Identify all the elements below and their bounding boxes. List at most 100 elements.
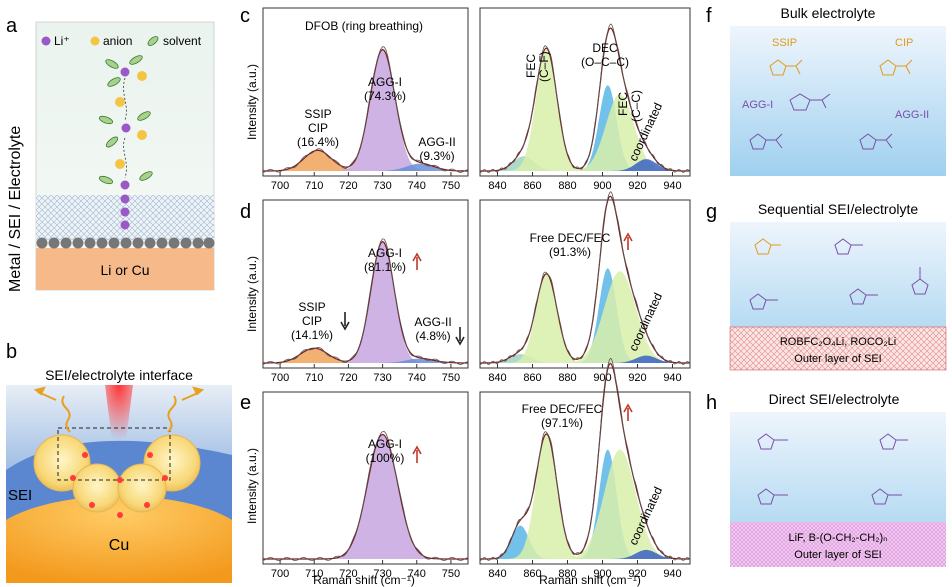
panel-letter-a: a — [6, 15, 18, 37]
fitted-peak — [480, 434, 690, 559]
x-tick-label: 710 — [305, 180, 323, 192]
panel-letter-g: g — [706, 201, 717, 223]
substrate-block — [36, 248, 214, 290]
measured-spectrum — [262, 431, 469, 561]
laser-beam — [105, 385, 133, 440]
h-sei-hatch — [730, 522, 946, 567]
ylabel-d: Intensity (a.u.) — [245, 256, 259, 332]
d-ssip-pct: (14.1%) — [291, 328, 333, 342]
interface-glow-points — [70, 452, 168, 518]
x-tick-label: 710 — [305, 568, 323, 580]
panel-h: h Direct SEI/electrolyte LiF, B-(O-CH₂-C… — [706, 391, 946, 567]
d-aggI-pct: (81.1%) — [364, 260, 406, 274]
fitted-peak — [480, 449, 690, 559]
panel-b: b SEI/electrolyte interface SEI Cu — [6, 341, 232, 583]
f-cip: CIP — [895, 37, 913, 49]
x-tick-label: 750 — [442, 180, 460, 192]
spectrum-d-right: 840 860 880 900 920 940 — [479, 191, 691, 384]
measured-spectrum — [479, 191, 691, 365]
scatter-arrows — [33, 386, 205, 433]
fitted-peak — [480, 355, 690, 363]
c-aggI: AGG-I — [368, 75, 402, 89]
panel-f-title: Bulk electrolyte — [781, 5, 876, 21]
spectrum-e-left: 700 710 720 730 740 750 — [262, 391, 469, 580]
sei-label: SEI — [8, 487, 32, 504]
c-aggII: AGG-II — [418, 135, 455, 149]
c-fec-cc: (C–C) — [629, 90, 643, 122]
d-aggII-down-arrow — [455, 327, 465, 346]
substrate-label: Li or Cu — [100, 262, 149, 278]
x-tick-label: 900 — [593, 372, 611, 384]
d-aggII-pct: (4.8%) — [415, 329, 450, 343]
d-aggII: AGG-II — [414, 315, 451, 329]
fitted-peak — [263, 150, 468, 171]
panel-b-title: SEI/electrolyte interface — [45, 367, 193, 383]
x-tick-label: 740 — [408, 568, 426, 580]
x-tick-label: 880 — [558, 372, 576, 384]
c-fec-cf: (C–F) — [537, 51, 551, 82]
x-tick-label: 740 — [408, 372, 426, 384]
x-tick-label: 840 — [488, 568, 506, 580]
d-cip: CIP — [302, 314, 322, 328]
x-tick-label: 940 — [663, 372, 681, 384]
panel-f: f Bulk electrolyte SSIP CIP AGG-I AGG-II — [706, 5, 946, 176]
x-tick-label: 880 — [558, 568, 576, 580]
g-layer2: Outer layer of SEI — [794, 353, 881, 365]
c-dec: DEC — [592, 41, 618, 55]
x-tick-label: 700 — [271, 372, 289, 384]
e-free-up-arrow — [623, 403, 633, 421]
x-tick-label: 840 — [488, 180, 506, 192]
e-free: Free DEC/FEC — [522, 402, 603, 416]
h-layer2: Outer layer of SEI — [794, 549, 881, 561]
x-tick-label: 700 — [271, 568, 289, 580]
fitted-peak — [263, 49, 468, 171]
x-tick-label: 710 — [305, 372, 323, 384]
f-molecules — [749, 59, 913, 150]
fitted-peak — [480, 271, 690, 363]
legend-li: Li⁺ — [54, 34, 70, 48]
c-aggI-pct: (74.3%) — [364, 89, 406, 103]
spectrum-c-right: 840 860 880 900 920 940 — [479, 7, 691, 192]
x-tick-label: 740 — [408, 180, 426, 192]
f-ssip: SSIP — [772, 37, 797, 49]
c-cip: CIP — [308, 121, 328, 135]
x-tick-label: 900 — [593, 180, 611, 192]
g-molecules — [749, 238, 929, 310]
cu-dome — [6, 496, 232, 583]
panel-h-title: Direct SEI/electrolyte — [769, 391, 900, 407]
x-tick-label: 750 — [442, 568, 460, 580]
xlabel-left: Raman shift (cm⁻¹) — [313, 573, 415, 587]
x-tick-label: 730 — [373, 372, 391, 384]
x-tick-label: 880 — [558, 180, 576, 192]
x-tick-label: 720 — [339, 180, 357, 192]
x-tick-label: 730 — [373, 568, 391, 580]
panel-letter-d: d — [240, 201, 251, 223]
fitted-peak — [480, 94, 690, 171]
measured-spectrum — [479, 23, 691, 173]
c-dec-occ: (O–C–C) — [581, 55, 629, 69]
h-molecules — [757, 433, 908, 505]
side-axis-label: Metal / SEI / Electrolyte — [7, 126, 24, 292]
x-tick-label: 900 — [593, 568, 611, 580]
c-title: DFOB (ring breathing) — [305, 19, 423, 33]
h-layer1: LiF, B-(O-CH₂-CH₂)ₙ — [788, 532, 887, 544]
probe-region-box — [57, 427, 171, 481]
x-tick-label: 920 — [628, 180, 646, 192]
plot-frame — [479, 7, 691, 177]
d-ssip-down-arrow — [340, 312, 350, 331]
solvent-legend-icon — [147, 36, 159, 46]
legend-solvent: solvent — [163, 34, 202, 48]
panel-letter-b: b — [6, 341, 17, 363]
c-fec: FEC — [524, 54, 538, 78]
c-ssip-pct: (16.4%) — [297, 135, 339, 149]
spectrum-e-right: 840 860 880 900 920 940 — [479, 358, 691, 580]
x-tick-label: 730 — [373, 180, 391, 192]
c-fec2: FEC — [616, 92, 630, 116]
g-layer1: ROBFC₂O₄Li, ROCO₂Li — [780, 336, 896, 348]
x-tick-label: 920 — [628, 568, 646, 580]
d-aggI: AGG-I — [368, 246, 402, 260]
panel-letter-h: h — [706, 392, 717, 414]
fitted-peak — [263, 348, 468, 363]
